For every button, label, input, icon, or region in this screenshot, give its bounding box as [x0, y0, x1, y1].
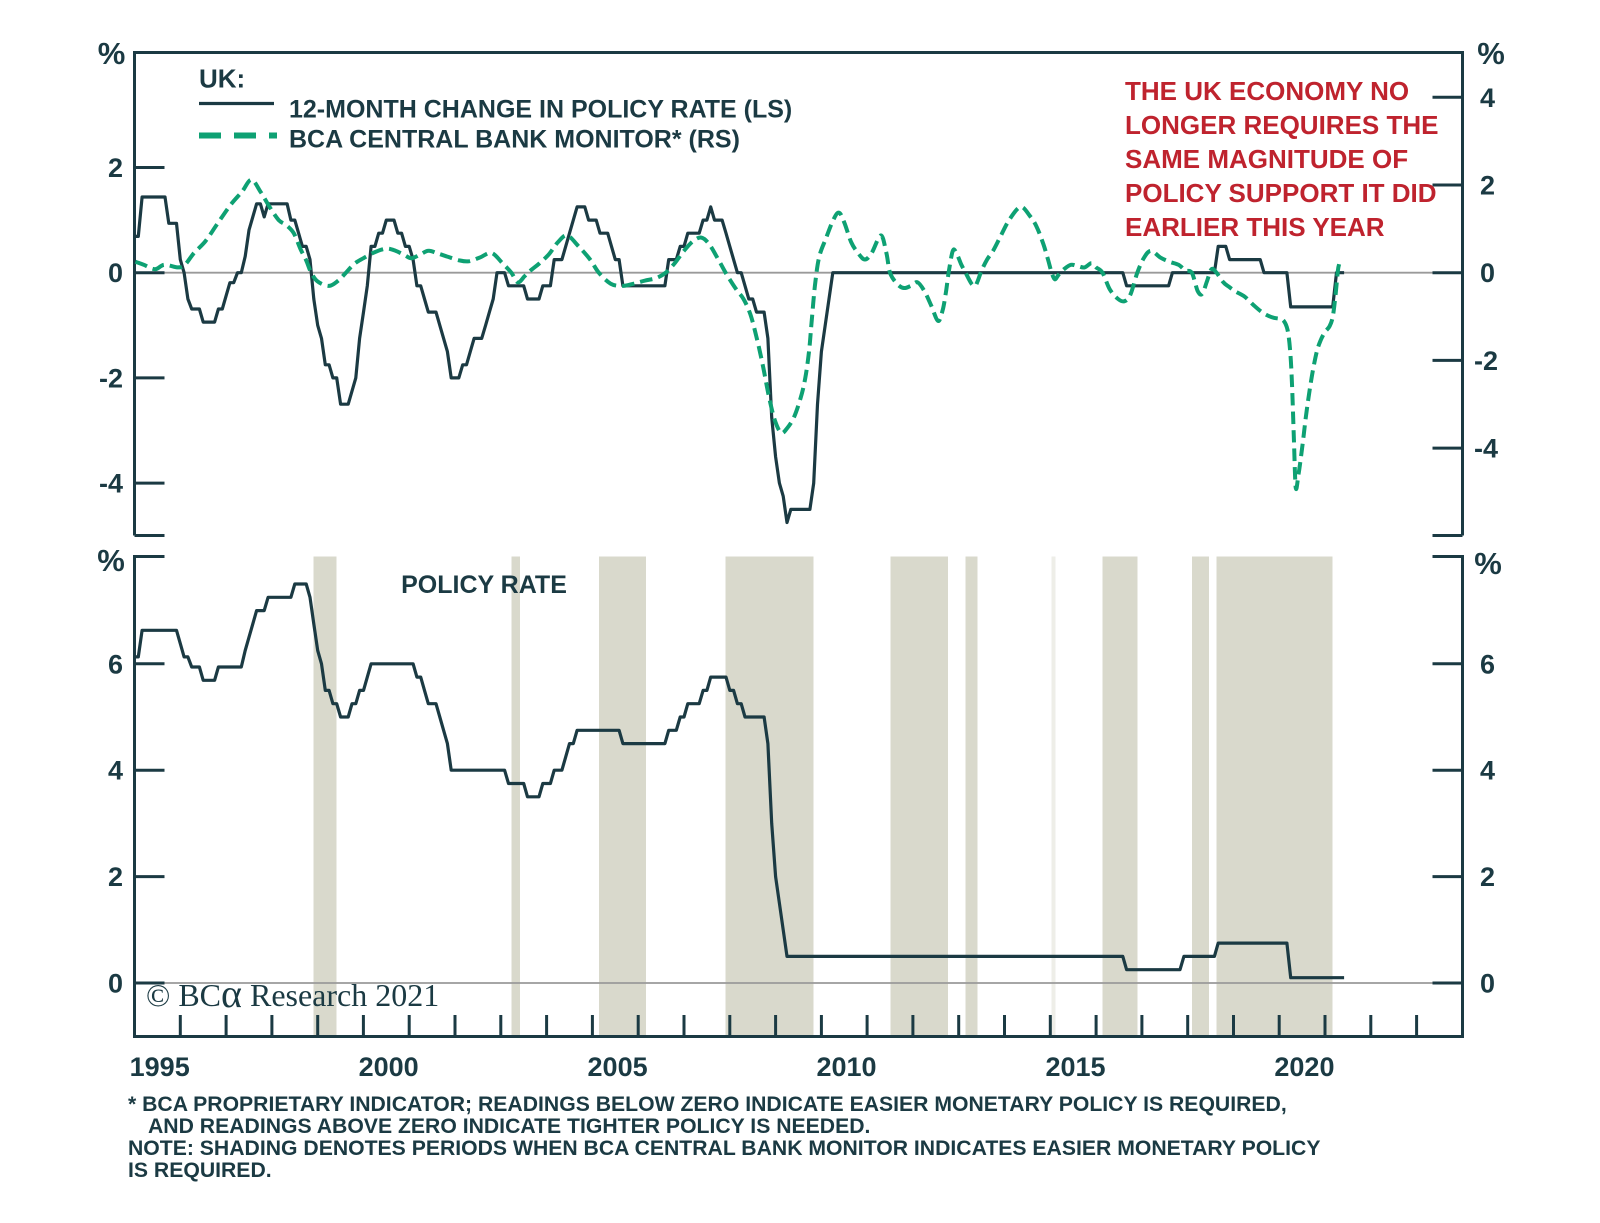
- svg-text:2005: 2005: [588, 1052, 648, 1082]
- svg-text:THE UK ECONOMY NO: THE UK ECONOMY NO: [1125, 76, 1409, 106]
- svg-text:0: 0: [1480, 258, 1495, 288]
- svg-text:AND READINGS ABOVE ZERO INDICA: AND READINGS ABOVE ZERO INDICATE TIGHTER…: [148, 1115, 870, 1138]
- svg-text:1995: 1995: [130, 1052, 190, 1082]
- svg-text:LONGER REQUIRES THE: LONGER REQUIRES THE: [1125, 110, 1438, 140]
- svg-text:12-MONTH CHANGE IN POLICY RATE: 12-MONTH CHANGE IN POLICY RATE (LS): [289, 96, 792, 124]
- svg-text:%: %: [97, 543, 125, 578]
- svg-text:6: 6: [1480, 649, 1495, 679]
- svg-text:-4: -4: [1474, 434, 1498, 464]
- svg-text:%: %: [1474, 546, 1502, 581]
- svg-text:2015: 2015: [1045, 1052, 1105, 1082]
- svg-text:UK:: UK:: [199, 64, 245, 94]
- svg-text:2: 2: [1480, 171, 1495, 201]
- svg-text:4: 4: [108, 756, 123, 786]
- svg-text:2: 2: [108, 153, 123, 183]
- svg-text:4: 4: [1480, 756, 1495, 786]
- svg-text:POLICY RATE: POLICY RATE: [401, 571, 567, 599]
- svg-text:4: 4: [1480, 83, 1495, 113]
- svg-text:2020: 2020: [1274, 1052, 1334, 1082]
- svg-text:0: 0: [1480, 969, 1495, 999]
- svg-text:2: 2: [1480, 862, 1495, 892]
- svg-text:%: %: [98, 36, 126, 71]
- svg-text:NOTE: SHADING DENOTES PERIODS: NOTE: SHADING DENOTES PERIODS WHEN BCA C…: [128, 1137, 1320, 1160]
- svg-text:2000: 2000: [359, 1052, 419, 1082]
- svg-text:6: 6: [108, 649, 123, 679]
- svg-text:SAME MAGNITUDE OF: SAME MAGNITUDE OF: [1125, 144, 1408, 174]
- svg-text:0: 0: [108, 258, 123, 288]
- svg-text:2: 2: [108, 862, 123, 892]
- svg-text:%: %: [1477, 36, 1505, 71]
- svg-text:POLICY SUPPORT IT DID: POLICY SUPPORT IT DID: [1125, 178, 1437, 208]
- svg-text:-2: -2: [1474, 346, 1498, 376]
- svg-text:BCA CENTRAL BANK MONITOR* (RS): BCA CENTRAL BANK MONITOR* (RS): [289, 126, 740, 154]
- svg-text:-4: -4: [99, 469, 123, 499]
- svg-text:2010: 2010: [816, 1052, 876, 1082]
- svg-text:0: 0: [108, 969, 123, 999]
- svg-text:© BCα Research 2021: © BCα Research 2021: [146, 971, 439, 1016]
- svg-text:-2: -2: [99, 363, 123, 393]
- svg-text:EARLIER THIS YEAR: EARLIER THIS YEAR: [1125, 212, 1385, 242]
- svg-text:IS REQUIRED.: IS REQUIRED.: [128, 1159, 272, 1182]
- svg-text:* BCA PROPRIETARY INDICATOR; R: * BCA PROPRIETARY INDICATOR; READINGS BE…: [128, 1093, 1287, 1116]
